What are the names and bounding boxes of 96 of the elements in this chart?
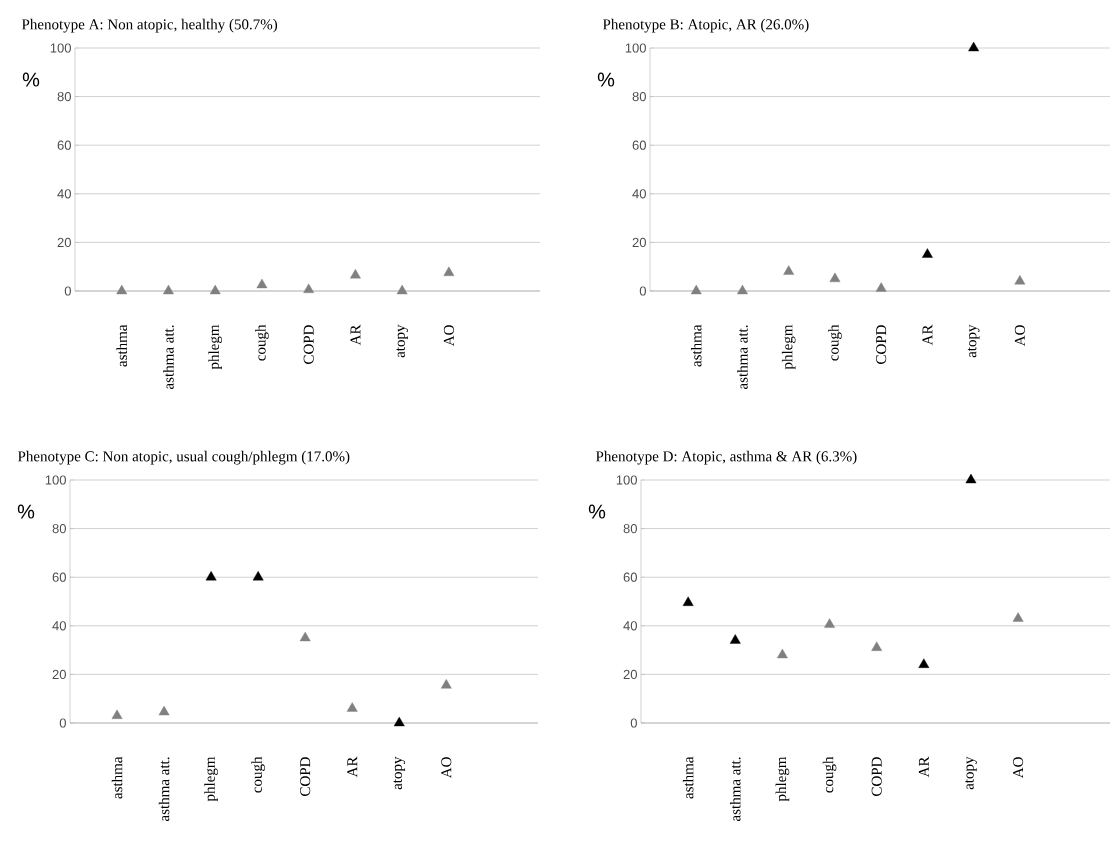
chart-title: Phenotype D: Atopic, asthma & AR (6.3%) — [595, 450, 857, 465]
y-tick-label: 80 — [632, 92, 646, 102]
point — [111, 709, 123, 719]
point — [690, 284, 702, 295]
point — [209, 284, 221, 295]
y-axis-title: % — [17, 504, 35, 519]
point — [443, 266, 455, 276]
y-tick-label: 0 — [64, 286, 71, 296]
point — [350, 269, 361, 279]
x-tick-label: asthma att. — [158, 757, 170, 821]
x-tick-label: COPD — [871, 757, 882, 796]
point — [205, 571, 217, 581]
point — [116, 284, 128, 295]
point — [729, 634, 741, 644]
x-tick-label: asthma — [111, 756, 123, 799]
x-tick-label: phlegm — [208, 324, 223, 370]
point — [252, 571, 264, 581]
x-tick-label: asthma — [682, 756, 694, 799]
y-tick-label: 20 — [52, 669, 66, 680]
point — [158, 705, 170, 716]
y-tick-label: 20 — [632, 237, 646, 247]
chart-title: Phenotype B: Atopic, AR (26.0%) — [602, 18, 809, 33]
chart-title: Phenotype A: Non atopic, healthy (50.7%) — [21, 18, 278, 33]
y-tick-label: 0 — [639, 286, 646, 296]
x-tick-label: phlegm — [775, 756, 790, 802]
x-tick-label: cough — [822, 756, 837, 793]
chart-title: Phenotype C: Non atopic, usual cough/phlegm (17.0%) — [17, 450, 350, 465]
x-tick-label: COPD — [876, 325, 887, 364]
point — [346, 702, 358, 712]
x-tick-label: phlegm — [204, 756, 218, 802]
point — [1014, 275, 1026, 285]
point — [299, 631, 311, 642]
x-tick-label: AO — [441, 757, 452, 779]
point — [1012, 612, 1024, 622]
y-tick-label: 80 — [623, 524, 637, 534]
x-tick-label: AR — [922, 324, 933, 346]
point — [824, 618, 835, 628]
x-tick-label: AR — [918, 756, 929, 778]
x-tick-label: phlegm — [781, 324, 796, 370]
x-tick-label: AO — [1014, 325, 1025, 347]
y-tick-label: 100 — [50, 43, 71, 53]
x-tick-label: atopy — [965, 756, 977, 790]
x-tick-label: cough — [251, 756, 265, 793]
x-tick-label: asthma att. — [737, 325, 748, 389]
point — [396, 284, 408, 295]
point — [393, 716, 405, 727]
x-tick-label: asthma att. — [163, 325, 174, 389]
y-tick-label: 80 — [57, 92, 71, 102]
x-tick-label: atopy — [396, 324, 408, 358]
point — [777, 648, 788, 659]
x-tick-label: atopy — [393, 756, 406, 790]
y-tick-label: 40 — [632, 189, 646, 199]
y-tick-label: 80 — [52, 524, 66, 534]
point — [303, 283, 315, 293]
x-tick-label: asthma att. — [729, 757, 741, 821]
y-tick-label: 40 — [57, 189, 71, 199]
point — [163, 284, 174, 295]
point — [918, 658, 930, 668]
x-tick-label: AO — [1013, 757, 1024, 779]
x-tick-label: cough — [828, 324, 842, 361]
point — [256, 278, 268, 289]
y-tick-label: 60 — [52, 572, 66, 582]
y-tick-label: 100 — [616, 475, 637, 485]
point — [922, 248, 933, 258]
x-tick-label: AR — [350, 324, 361, 346]
point — [783, 265, 795, 275]
y-tick-label: 60 — [57, 140, 71, 150]
y-tick-label: 100 — [625, 43, 646, 53]
y-tick-label: 40 — [623, 621, 637, 631]
y-tick-label: 20 — [623, 669, 637, 680]
y-tick-label: 0 — [630, 718, 637, 728]
y-tick-label: 40 — [52, 621, 66, 631]
y-tick-label: 100 — [45, 475, 66, 485]
y-axis-title: % — [588, 504, 606, 519]
y-tick-label: 0 — [59, 718, 66, 728]
y-tick-label: 60 — [623, 572, 637, 582]
point — [965, 473, 977, 484]
y-axis-title: % — [597, 72, 615, 87]
point — [871, 641, 883, 651]
point — [829, 272, 841, 283]
x-tick-label: asthma — [116, 324, 128, 367]
point — [440, 679, 452, 689]
x-tick-label: AO — [443, 325, 454, 347]
point — [968, 41, 980, 52]
x-tick-label: AR — [347, 756, 358, 778]
x-tick-label: COPD — [300, 757, 311, 796]
x-tick-label: atopy — [967, 324, 980, 358]
x-tick-label: cough — [255, 324, 269, 361]
point — [682, 596, 694, 606]
x-tick-label: asthma — [690, 324, 702, 367]
point — [737, 284, 748, 295]
y-tick-label: 20 — [57, 237, 71, 247]
x-tick-label: COPD — [303, 325, 314, 364]
y-tick-label: 60 — [632, 140, 646, 150]
point — [875, 282, 887, 292]
y-axis-title: % — [22, 72, 40, 87]
